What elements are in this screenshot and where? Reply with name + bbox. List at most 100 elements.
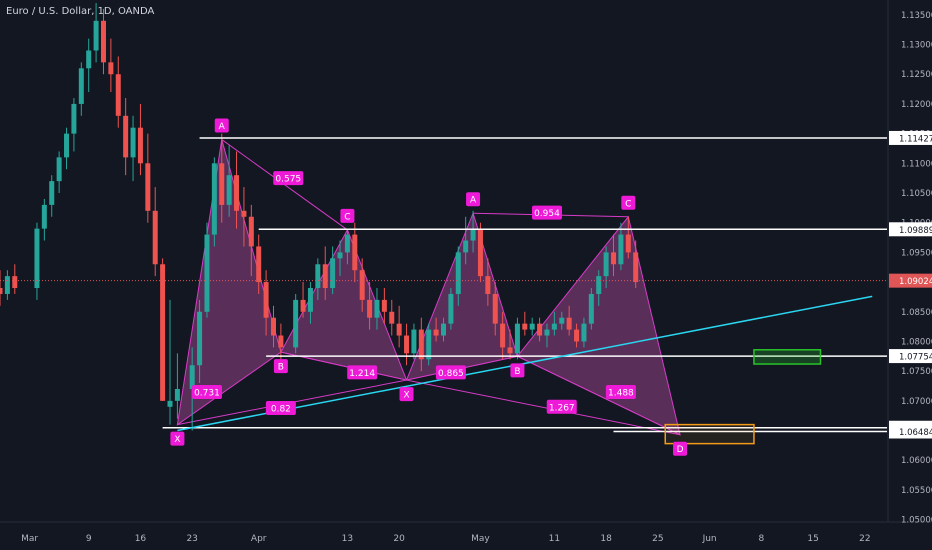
y-tick-label: 1.10500 bbox=[901, 189, 932, 199]
ratio-label-bg bbox=[191, 384, 222, 399]
ratio-label: 0.954 bbox=[534, 209, 560, 219]
ratio-label-bg bbox=[273, 171, 304, 186]
point-label: C bbox=[625, 199, 631, 209]
x-tick-label: Jun bbox=[702, 534, 717, 544]
candle-bear bbox=[485, 276, 491, 294]
x-tick-label: Apr bbox=[251, 534, 267, 544]
candle-bear bbox=[367, 299, 373, 318]
ratio-label-bg bbox=[347, 365, 378, 380]
point-label-bg bbox=[273, 359, 288, 374]
candle-bull bbox=[374, 299, 380, 318]
candle-bull bbox=[514, 323, 520, 354]
candle-bear bbox=[404, 335, 410, 354]
point-label: B bbox=[278, 363, 284, 373]
candle-bear bbox=[248, 216, 254, 247]
candle-bull bbox=[189, 365, 195, 389]
candle-bull bbox=[463, 240, 469, 253]
candle-bull bbox=[56, 157, 62, 182]
ratio-label: 0.575 bbox=[275, 175, 301, 185]
candle-bear bbox=[566, 317, 572, 330]
point-label-bg bbox=[214, 118, 229, 133]
x-tick-label: 25 bbox=[652, 534, 663, 544]
ratio-label-bg bbox=[435, 365, 466, 380]
ratio-label: 1.214 bbox=[349, 369, 375, 379]
x-tick-label: 23 bbox=[186, 534, 197, 544]
candle-bear bbox=[322, 264, 328, 289]
y-tick-label: 1.08000 bbox=[901, 337, 932, 347]
point-label-bg bbox=[170, 431, 185, 446]
candle-bear bbox=[160, 264, 166, 401]
candle-bull bbox=[588, 293, 594, 324]
candle-bear bbox=[500, 323, 506, 348]
point-label-bg bbox=[466, 192, 481, 207]
price-tag-label: 1.09889 bbox=[899, 226, 932, 236]
x-tick-label: 16 bbox=[135, 534, 147, 544]
candle-bear bbox=[219, 163, 225, 205]
candle-bear bbox=[611, 252, 617, 265]
candle-bear bbox=[492, 293, 498, 324]
candle-bear bbox=[278, 335, 284, 348]
candle-bull bbox=[603, 252, 609, 277]
candle-bull bbox=[344, 234, 350, 253]
candle-bull bbox=[455, 252, 461, 294]
candle-bear bbox=[0, 288, 3, 294]
candle-bull bbox=[4, 276, 10, 294]
candle-bear bbox=[537, 323, 543, 336]
candle-bull bbox=[130, 127, 136, 158]
y-tick-label: 1.12500 bbox=[901, 70, 932, 80]
candle-bear bbox=[115, 74, 121, 116]
ratio-label: 0.865 bbox=[438, 369, 464, 379]
candle-bear bbox=[396, 323, 402, 336]
y-tick-label: 1.07500 bbox=[901, 367, 932, 377]
candle-bull bbox=[204, 234, 210, 312]
price-tag-bg bbox=[889, 273, 932, 288]
candle-bear bbox=[234, 175, 240, 211]
candle-bull bbox=[581, 323, 587, 342]
candle-bull bbox=[226, 175, 232, 205]
pattern-leg bbox=[517, 355, 681, 436]
green-zone-box bbox=[753, 349, 822, 365]
pattern-triangle bbox=[280, 228, 408, 381]
y-tick-label: 1.13500 bbox=[901, 11, 932, 21]
point-label: C bbox=[344, 212, 350, 222]
candle-bear bbox=[123, 115, 129, 158]
x-tick-label: 9 bbox=[86, 534, 92, 544]
candle-bear bbox=[241, 210, 247, 217]
point-label: X bbox=[174, 435, 180, 445]
price-tag-label: 1.11427 bbox=[899, 134, 932, 144]
candle-bear bbox=[477, 228, 483, 277]
point-label-bg bbox=[399, 387, 414, 402]
candle-bull bbox=[330, 258, 336, 289]
point-label: B bbox=[514, 367, 520, 377]
candle-bull bbox=[337, 252, 343, 259]
candle-bull bbox=[470, 228, 476, 241]
candle-bear bbox=[263, 282, 269, 318]
candle-bear bbox=[145, 163, 151, 211]
candle-bear bbox=[300, 299, 306, 312]
x-tick-label: 8 bbox=[758, 534, 764, 544]
candle-bull bbox=[426, 329, 432, 360]
y-tick-label: 1.13000 bbox=[901, 41, 932, 51]
candle-bear bbox=[12, 276, 18, 289]
point-label: X bbox=[403, 391, 409, 401]
price-tag-label: 1.06484 bbox=[899, 428, 932, 438]
ratio-label: 0.731 bbox=[194, 388, 220, 398]
y-tick-label: 1.05500 bbox=[901, 486, 932, 496]
y-tick-label: 1.07000 bbox=[901, 397, 932, 407]
candle-bull bbox=[78, 68, 84, 104]
y-tick-label: 1.12000 bbox=[901, 100, 932, 110]
candle-bear bbox=[418, 329, 424, 360]
candle-bear bbox=[574, 329, 580, 342]
candle-bear bbox=[522, 323, 528, 330]
y-tick-label: 1.06000 bbox=[901, 456, 932, 466]
x-tick-label: 20 bbox=[393, 534, 405, 544]
candle-bull bbox=[34, 228, 40, 289]
candle-bear bbox=[507, 347, 513, 354]
ratio-label-bg bbox=[605, 384, 636, 399]
price-tag-bg bbox=[889, 130, 932, 145]
candle-bull bbox=[49, 181, 55, 205]
orange-zone-box bbox=[664, 423, 755, 445]
candle-bull bbox=[197, 311, 203, 366]
x-tick-label: 15 bbox=[807, 534, 818, 544]
